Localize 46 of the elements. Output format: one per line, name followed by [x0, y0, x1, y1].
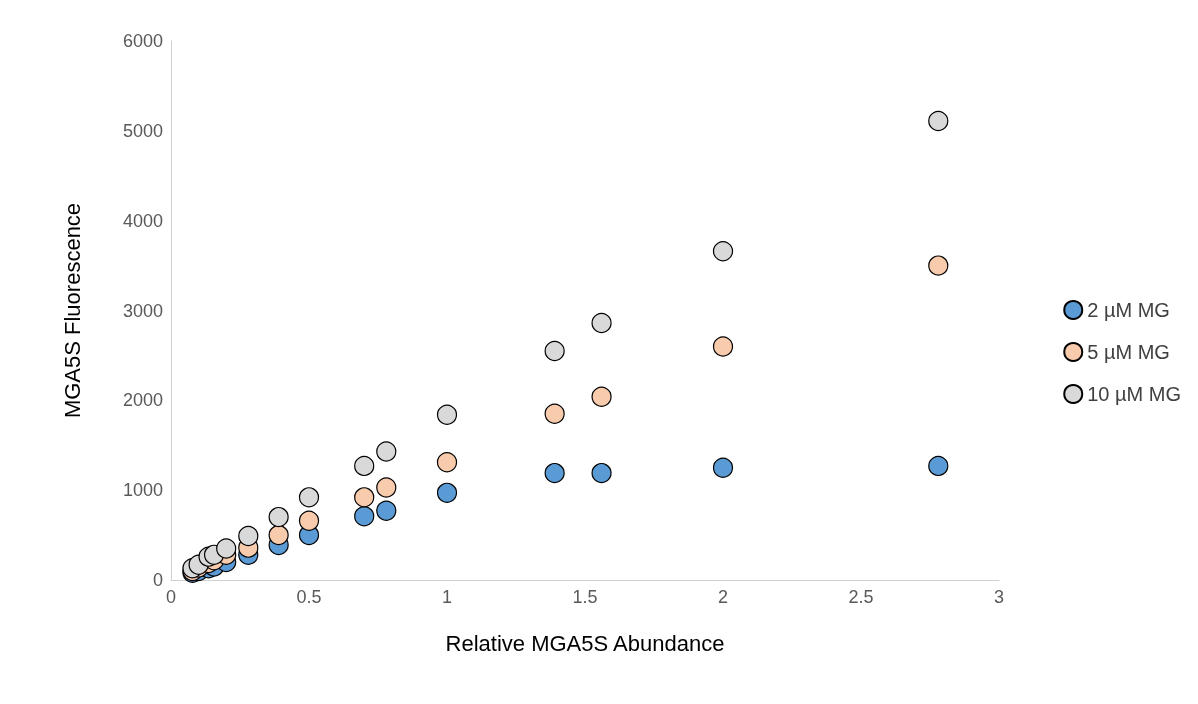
- point: [544, 463, 565, 484]
- point: [298, 487, 320, 508]
- point: [544, 403, 565, 424]
- x-tick-label: 2.5: [848, 587, 874, 607]
- point: [298, 510, 320, 531]
- x-tick-label: 2: [717, 587, 729, 607]
- legend-label: 10 µM MG: [1087, 383, 1182, 405]
- point: [268, 524, 289, 546]
- point: [712, 457, 734, 478]
- y-tick-label: 5000: [122, 120, 163, 141]
- y-tick-label: 1000: [122, 480, 163, 501]
- point: [544, 340, 565, 362]
- point: [354, 455, 375, 477]
- x-tick-label: 1.5: [572, 587, 598, 607]
- legend-label: 5 µM MG: [1087, 341, 1170, 363]
- x-tick-label: 1: [441, 587, 453, 607]
- point: [354, 487, 375, 508]
- point: [436, 404, 458, 425]
- legend-label: 2 µM MG: [1087, 299, 1170, 321]
- y-axis-title: MGA5S Fluorescence: [59, 202, 85, 419]
- point: [591, 386, 612, 407]
- point: [436, 482, 458, 503]
- point: [216, 538, 237, 559]
- point: [928, 455, 949, 477]
- point: [238, 525, 259, 547]
- point: [928, 110, 949, 132]
- point: [376, 441, 397, 462]
- y-tick-label: 2000: [122, 390, 163, 411]
- x-tick-label: 3: [993, 587, 1005, 607]
- point: [376, 500, 397, 521]
- point: [268, 507, 289, 528]
- point: [712, 336, 734, 357]
- y-tick-label: 0: [152, 570, 163, 590]
- point: [376, 477, 397, 498]
- point: [591, 312, 612, 334]
- x-tick-label: 0.5: [296, 587, 322, 607]
- point: [928, 255, 949, 276]
- x-axis-title: Relative MGA5S Abundance: [445, 630, 725, 656]
- y-tick-label: 4000: [122, 210, 163, 231]
- x-tick-label: 0: [165, 587, 177, 607]
- point: [591, 463, 612, 484]
- y-tick-label: 3000: [122, 300, 163, 321]
- point: [712, 241, 734, 262]
- y-tick-label: 6000: [122, 31, 163, 51]
- point: [436, 452, 458, 473]
- point: [354, 506, 375, 527]
